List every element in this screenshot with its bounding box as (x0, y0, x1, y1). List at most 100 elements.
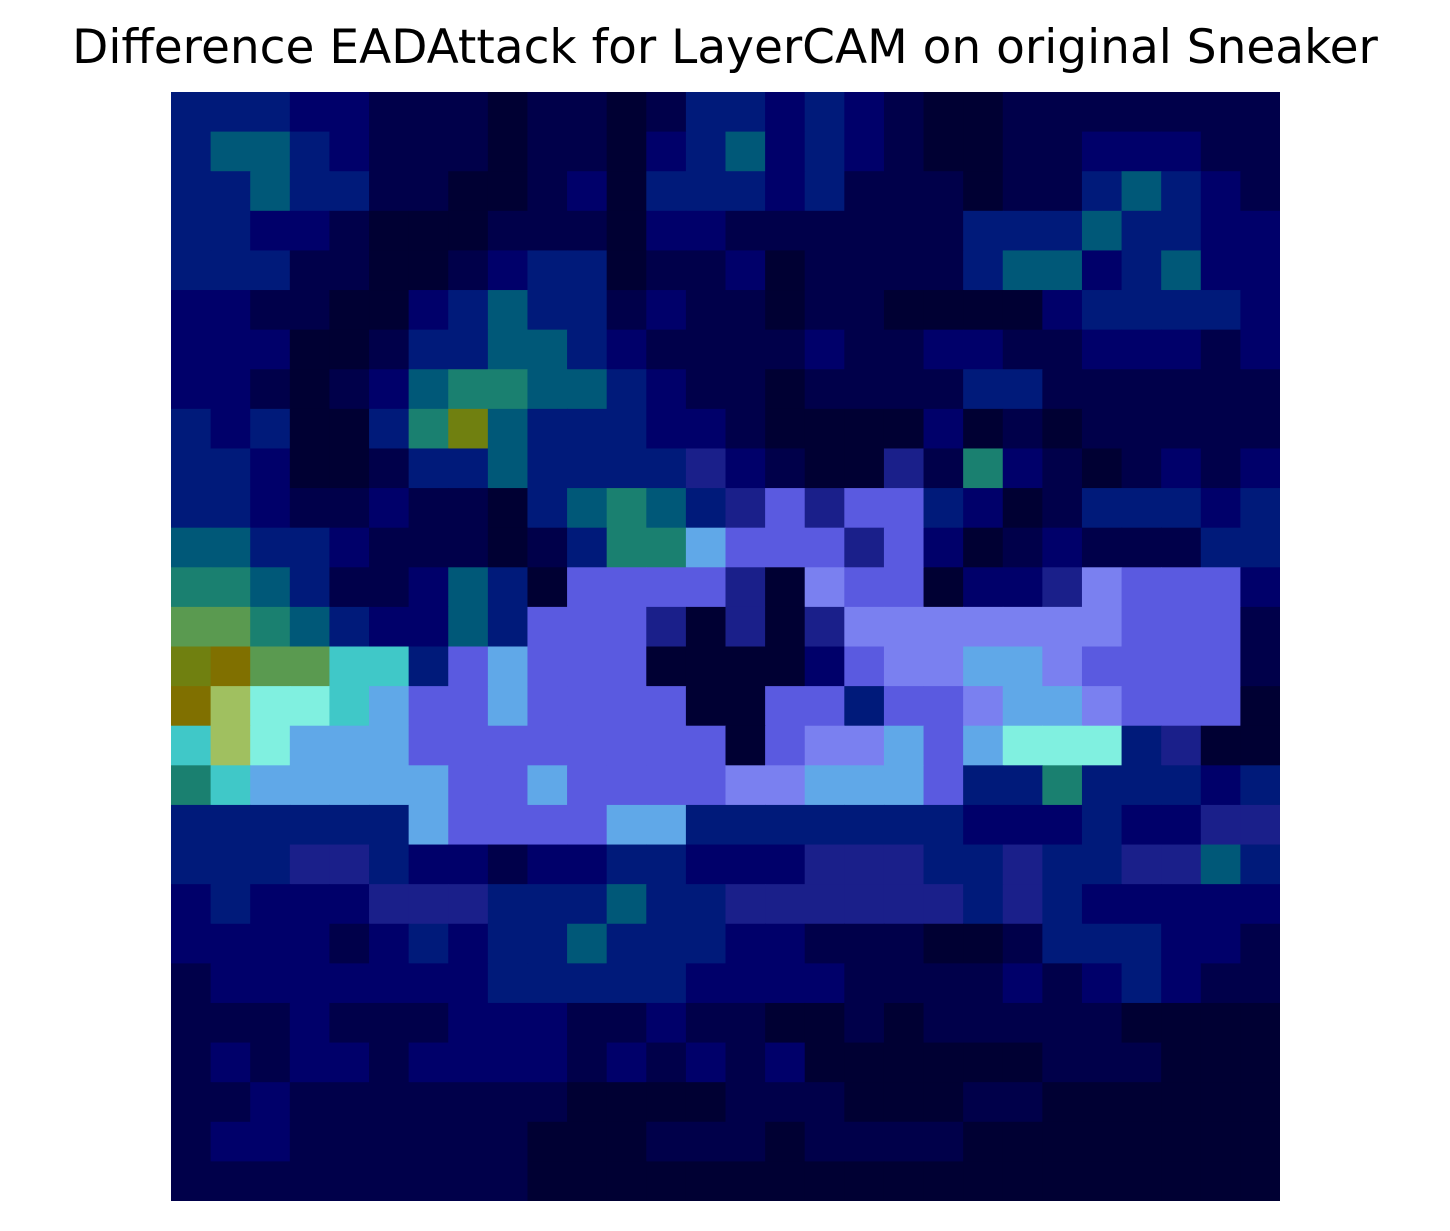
heatmap-cell (765, 369, 806, 410)
heatmap-cell (567, 1161, 608, 1201)
heatmap-cell (1121, 1002, 1162, 1044)
heatmap-cell (1121, 567, 1162, 608)
heatmap-cell (1240, 1161, 1280, 1201)
heatmap-cell (1161, 1002, 1202, 1044)
heatmap-cell (1200, 527, 1241, 568)
heatmap-cell (963, 527, 1004, 568)
heatmap-cell (487, 329, 529, 370)
heatmap-cell (844, 963, 885, 1004)
heatmap-cell (408, 408, 449, 450)
heatmap-cell (804, 408, 845, 450)
heatmap-cell (1200, 686, 1241, 727)
heatmap-cell (1161, 1042, 1202, 1083)
heatmap-cell (844, 1121, 885, 1162)
heatmap-cell (408, 646, 449, 687)
heatmap-cell (646, 884, 687, 925)
heatmap-cell (923, 963, 964, 1004)
heatmap-cell (1042, 765, 1083, 806)
heatmap-cell (527, 606, 568, 648)
heatmap-cell (1002, 646, 1043, 687)
heatmap-cell (329, 646, 370, 687)
heatmap-cell (923, 1121, 964, 1162)
heatmap-cell (1002, 329, 1043, 370)
heatmap-cell (1200, 408, 1241, 450)
heatmap-cell (765, 765, 806, 806)
heatmap-cell (567, 408, 608, 450)
heatmap-cell (171, 92, 212, 133)
heatmap-cell (329, 131, 370, 172)
heatmap-cell (448, 329, 489, 370)
heatmap-cell (1200, 290, 1241, 331)
heatmap-cell (1121, 844, 1162, 885)
heatmap-cell (963, 329, 1004, 370)
heatmap-cell (606, 369, 647, 410)
heatmap-cell (1081, 210, 1123, 252)
heatmap-cell (250, 606, 291, 648)
heatmap-cell (963, 804, 1004, 846)
heatmap-cell (369, 92, 410, 133)
heatmap-cell (289, 923, 331, 964)
heatmap-cell (487, 527, 529, 568)
heatmap-cell (1042, 369, 1083, 410)
heatmap-cell (923, 1082, 964, 1123)
heatmap-cell (408, 131, 449, 172)
heatmap-cell (685, 369, 727, 410)
heatmap-cell (1002, 567, 1043, 608)
heatmap-cell (408, 1082, 449, 1123)
heatmap-cell (646, 369, 687, 410)
heatmap-cell (923, 646, 964, 687)
heatmap-cell (1200, 448, 1241, 489)
heatmap-cell (606, 131, 647, 172)
heatmap-cell (250, 1161, 291, 1201)
heatmap-cell (685, 210, 727, 252)
heatmap-cell (923, 171, 964, 212)
heatmap-cell (250, 448, 291, 489)
heatmap-cell (448, 646, 489, 687)
heatmap-cell (1240, 725, 1280, 766)
heatmap-cell (725, 329, 766, 370)
heatmap-cell (210, 329, 251, 370)
heatmap-cell (329, 92, 370, 133)
heatmap-cell (1042, 488, 1083, 529)
heatmap-cell (963, 725, 1004, 766)
heatmap-cell (369, 527, 410, 568)
heatmap-cell (1081, 171, 1123, 212)
heatmap-cell (1161, 488, 1202, 529)
heatmap-cell (646, 210, 687, 252)
heatmap-cell (963, 884, 1004, 925)
heatmap-cell (685, 527, 727, 568)
heatmap-cell (329, 369, 370, 410)
heatmap-cell (804, 725, 845, 766)
heatmap-cell (210, 171, 251, 212)
heatmap-cell (1161, 448, 1202, 489)
heatmap-cell (804, 804, 845, 846)
heatmap-cell (210, 923, 251, 964)
heatmap-cell (527, 1161, 568, 1201)
heatmap-cell (289, 527, 331, 568)
heatmap-cell (1240, 646, 1280, 687)
heatmap-cell (289, 329, 331, 370)
heatmap-cell (289, 765, 331, 806)
heatmap-cell (1161, 686, 1202, 727)
heatmap-cell (725, 686, 766, 727)
heatmap-cell (329, 250, 370, 291)
heatmap-cell (527, 488, 568, 529)
heatmap-cell (1081, 606, 1123, 648)
heatmap-cell (1161, 1082, 1202, 1123)
heatmap-cell (1081, 448, 1123, 489)
heatmap-cell (1042, 1161, 1083, 1201)
heatmap-cell (171, 646, 212, 687)
heatmap-cell (606, 290, 647, 331)
heatmap-cell (1240, 488, 1280, 529)
heatmap-cell (883, 131, 925, 172)
heatmap-cell (765, 290, 806, 331)
heatmap-cell (567, 844, 608, 885)
heatmap-cell (527, 1082, 568, 1123)
heatmap-cell (765, 210, 806, 252)
heatmap-cell (1042, 804, 1083, 846)
heatmap-cell (883, 448, 925, 489)
heatmap-cell (1042, 408, 1083, 450)
heatmap-cell (963, 1042, 1004, 1083)
heatmap-cell (567, 1121, 608, 1162)
heatmap-cell (963, 686, 1004, 727)
